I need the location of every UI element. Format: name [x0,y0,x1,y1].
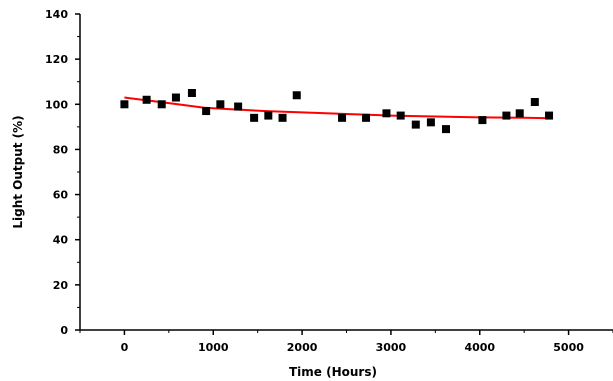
y-tick-label: 40 [53,234,69,247]
y-tick-label: 140 [45,8,68,21]
fit-line [124,96,551,120]
x-axis-title: Time (Hours) [289,365,377,379]
data-point [426,118,435,127]
data-point [441,125,450,134]
data-point [202,107,211,116]
data-point [530,98,539,107]
data-point [187,89,196,97]
data-point [362,113,371,122]
data-point [120,100,129,109]
y-tick-label: 0 [60,324,68,337]
data-point [545,111,554,120]
y-ticks: 0 20 40 60 80 100 120 140 [45,8,80,337]
data-point [382,109,391,118]
x-tick-label: 3000 [376,341,407,354]
data-point [292,91,301,100]
data-point [411,120,420,129]
x-tick-label: 1000 [198,341,229,354]
data-point [278,113,287,122]
data-point [142,95,151,104]
y-tick-label: 80 [53,143,69,156]
data-point [338,113,347,122]
data-point [264,111,273,120]
data-point [515,109,524,118]
x-tick-label: 4000 [464,341,495,354]
y-axis-title: Light Output (%) [11,115,25,228]
data-point [396,111,405,120]
data-point [502,111,511,120]
fit-line-layer [124,96,551,120]
x-tick-label: 2000 [287,341,318,354]
data-point [171,93,180,102]
data-point [157,100,166,109]
x-tick-label: 5000 [553,341,584,354]
x-tick-label: 0 [121,341,129,354]
plot-area-frame [79,14,613,331]
data-point [216,100,225,109]
y-tick-label: 60 [53,189,69,202]
y-tick-label: 120 [45,53,68,66]
y-tick-label: 100 [45,98,68,111]
data-point [478,116,487,125]
data-point [250,113,259,122]
x-ticks: 0 1000 2000 3000 4000 5000 [79,330,613,354]
y-tick-label: 20 [53,279,69,292]
data-point [234,102,243,111]
markers-layer [120,89,554,134]
